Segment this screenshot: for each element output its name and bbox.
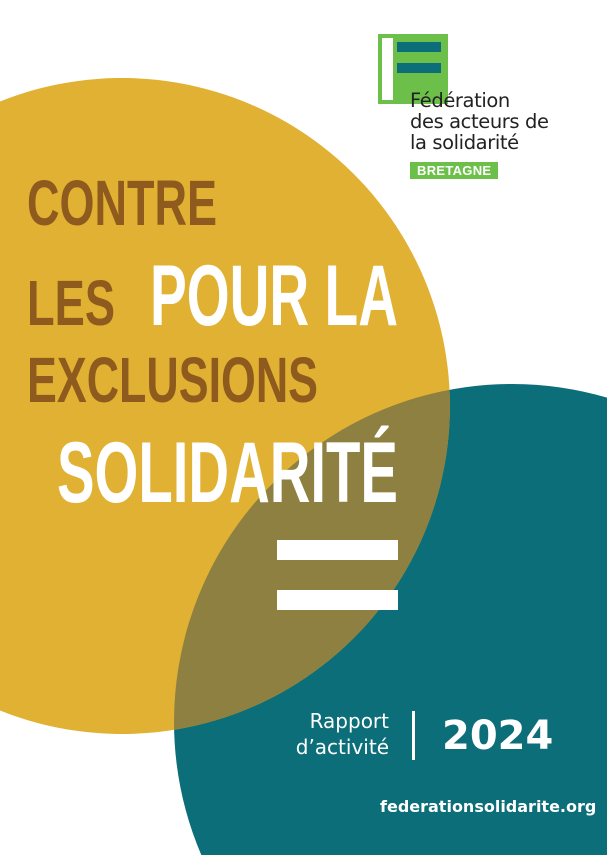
divider	[412, 711, 415, 760]
headline-pour-la: POUR LA	[150, 248, 398, 344]
report-year: 2024	[442, 713, 554, 759]
equals-bar-bottom	[277, 590, 398, 610]
report-label-line: Rapport	[309, 709, 389, 733]
headline-exclusions: EXCLUSIONS	[27, 344, 318, 416]
logo-line: Fédération	[410, 89, 510, 112]
report-label: Rapport d’activité	[296, 708, 389, 760]
report-label-line: d’activité	[295, 735, 389, 759]
region-badge: BRETAGNE	[410, 162, 499, 179]
headline-contre: CONTRE	[27, 167, 217, 239]
logo-line: des acteurs de	[410, 110, 549, 133]
headline-solidarite: SOLIDARITÉ	[57, 425, 398, 521]
headline-les: LES	[27, 267, 115, 339]
website-link[interactable]: federationsolidarite.org	[380, 797, 597, 816]
logo-f-icon	[378, 34, 448, 104]
logo-name: Fédération des acteurs de la solidarité	[410, 90, 590, 153]
logo-line: la solidarité	[410, 131, 519, 154]
equals-bar-top	[277, 540, 398, 560]
